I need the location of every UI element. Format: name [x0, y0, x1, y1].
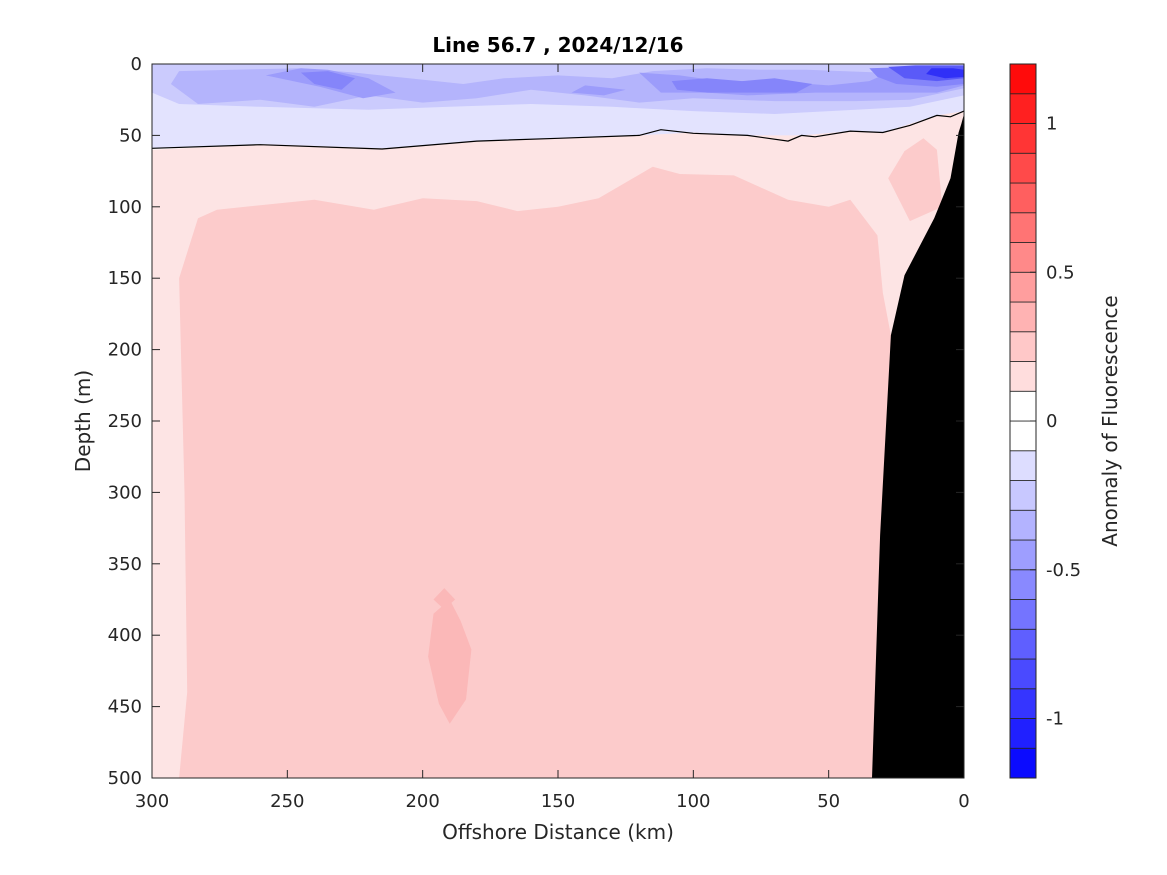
colorbar-cell [1009, 331, 1037, 362]
fill-level-0-3 [179, 166, 894, 779]
y-tick-label: 200 [108, 340, 142, 361]
colorbar-cell [1009, 509, 1037, 541]
colorbar-cell [1009, 93, 1037, 124]
colorbar-tick-label: 1 [1046, 114, 1057, 135]
y-tick-label: 400 [108, 625, 142, 646]
x-axis-label: Offshore Distance (km) [442, 820, 674, 844]
contour-fills [152, 64, 964, 779]
fill-level-0-4b [433, 588, 456, 610]
y-tick-label: 350 [108, 554, 142, 575]
x-tick-label: 250 [270, 791, 304, 812]
y-tick-label: 50 [119, 125, 142, 146]
colorbar-tick-label: -0.5 [1046, 560, 1081, 581]
y-tick-label: 250 [108, 411, 142, 432]
colorbar-cell [1009, 152, 1037, 184]
colorbar-cell [1009, 420, 1037, 452]
colorbar-tick-label: -1 [1046, 709, 1064, 730]
colorbar-ticks: 1 0.5 0 -0.5 -1 [1030, 114, 1081, 730]
y-tick-label: 150 [108, 268, 142, 289]
colorbar-cell [1009, 123, 1037, 154]
colorbar-cell [1009, 390, 1037, 422]
x-axis: 300 250 200 150 100 50 0 [135, 64, 970, 812]
colorbar: 1 0.5 0 -0.5 -1 Anomaly of Fluorescence [1009, 63, 1122, 779]
y-tick-label: 100 [108, 197, 142, 218]
y-tick-label: 300 [108, 482, 142, 503]
y-axis-label: Depth (m) [71, 370, 95, 472]
fill-level-0-3b [888, 138, 943, 222]
colorbar-cell [1009, 450, 1037, 481]
colorbar-cell [1009, 242, 1037, 273]
fill-level-neg-0-5 [300, 71, 355, 90]
colorbar-cell [1009, 539, 1037, 571]
colorbar-cell [1009, 569, 1037, 600]
fill-level-neg-0-9 [926, 68, 964, 79]
bathymetry-mask [872, 114, 964, 778]
colorbar-label: Anomaly of Fluorescence [1098, 295, 1122, 546]
colorbar-cell [1009, 599, 1037, 630]
y-axis: 0 50 100 150 200 250 300 350 400 450 500 [108, 54, 964, 789]
colorbar-cell [1009, 688, 1037, 719]
colorbar-cell [1009, 182, 1037, 214]
colorbar-tick-label: 0 [1046, 411, 1057, 432]
x-tick-label: 200 [405, 791, 439, 812]
colorbar-cell [1009, 301, 1037, 333]
y-tick-label: 450 [108, 697, 142, 718]
zero-contour-line [151, 110, 965, 150]
fill-level-neg-0-5b [671, 78, 813, 93]
colorbar-tick-label: 0.5 [1046, 262, 1075, 283]
colorbar-cell [1009, 747, 1037, 779]
plot-area: 300 250 200 150 100 50 0 050100150200250300350… [108, 54, 970, 812]
y-tick-label: 0 [131, 54, 142, 75]
colorbar-cell [1009, 361, 1037, 392]
fill-level-neg-0-4c [571, 85, 626, 96]
x-tick-label: 50 [817, 791, 840, 812]
colorbar-cell [1009, 718, 1037, 749]
y-tick-label: 500 [108, 768, 142, 789]
x-tick-label: 0 [958, 791, 969, 812]
x-tick-label: 150 [541, 791, 575, 812]
colorbar-cell [1009, 63, 1037, 95]
x-tick-label: 300 [135, 791, 169, 812]
colorbar-cell [1009, 480, 1037, 511]
chart-title: Line 56.7 , 2024/12/16 [432, 33, 683, 57]
colorbar-cell [1009, 628, 1037, 660]
colorbar-cell [1009, 212, 1037, 243]
colorbar-cell [1009, 658, 1037, 690]
colorbar-cell [1009, 271, 1037, 303]
x-tick-label: 100 [676, 791, 710, 812]
fill-level-neg-0-3 [170, 68, 964, 107]
fill-level-0-4 [428, 599, 472, 724]
